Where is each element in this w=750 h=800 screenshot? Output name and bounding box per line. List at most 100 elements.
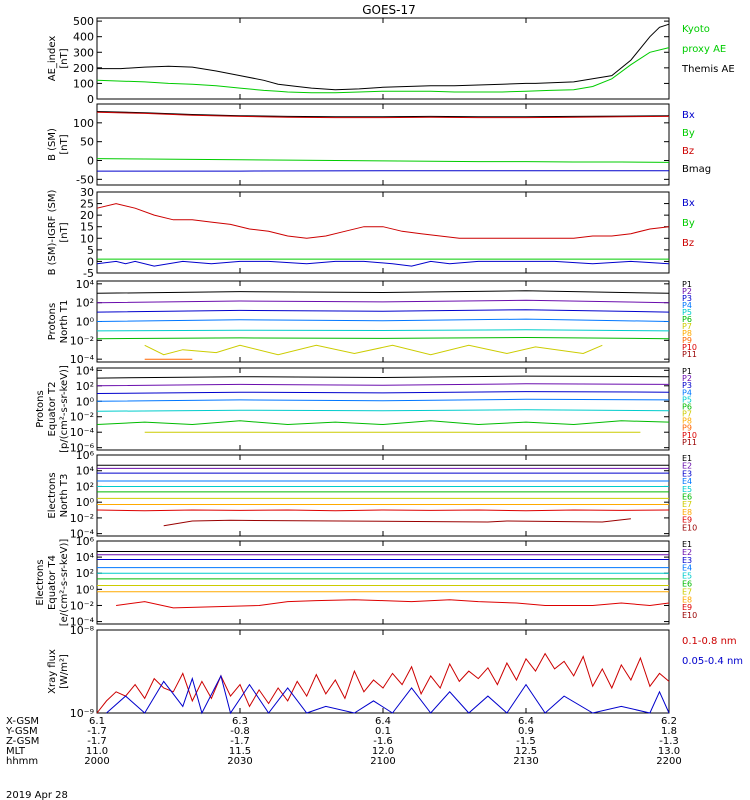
panel-frame [96,367,670,451]
panel-frame [96,629,670,714]
legend-e9: E9 [682,603,692,612]
legend-e5: E5 [682,485,692,494]
x-axis-value: 1.8 [661,726,677,737]
y-tick-label: 10⁶ [76,535,95,548]
panel-frame [96,191,670,274]
y-tick-label: 50 [80,136,94,149]
y-tick-label: 0 [87,155,94,168]
y-axis-label-line: Electrons [47,472,58,518]
legend-bz: Bz [682,146,694,157]
legend-e8: E8 [682,595,692,604]
y-axis-label-line: North T3 [59,474,70,518]
legend-p9: P9 [682,336,692,345]
x-axis-value: -1.3 [659,736,679,747]
x-axis-value: 6.3 [232,716,248,727]
y-axis-label-line: Protons [47,303,58,340]
x-axis-value: 12.0 [372,746,394,757]
legend-p8: P8 [682,417,692,426]
y-axis-label-line: Protons [35,390,46,427]
x-axis-row-label: MLT [6,746,26,757]
series-e9 [116,599,670,609]
series-p4 [96,398,670,402]
legend-kyoto: Kyoto [682,24,710,35]
y-tick-label: 300 [73,46,94,59]
legend-e10: E10 [682,611,697,620]
x-axis-value: 6.4 [518,716,534,727]
y-tick-label: 100 [73,117,94,130]
y-axis-label-line: Equator T4 [47,555,58,610]
y-axis-label: ElectronsNorth T3 [47,472,70,518]
legend-p5: P5 [682,308,692,317]
y-axis-label-line: [e/(cm²-s-sr-keV)] [59,539,70,627]
legend-e7: E7 [682,500,692,509]
y-tick-label: 500 [73,15,94,28]
panel-frame [96,540,670,625]
y-tick-label: 10² [76,297,94,310]
legend-p7: P7 [682,322,692,331]
x-axis-value: 0.9 [518,726,534,737]
x-axis-value: -1.7 [87,736,107,747]
y-tick-label: 10⁰ [76,395,95,408]
y-axis-label-line: North T1 [59,300,70,344]
series-p5 [96,409,670,412]
series-themis-ae [97,23,670,91]
x-axis-value: 12.5 [515,746,537,757]
series-bmag [96,111,670,118]
legend-p11: P11 [682,350,697,359]
legend-p2: P2 [682,374,692,383]
legend-e4: E4 [682,564,692,573]
y-tick-label: 25 [80,198,94,211]
legend-e1: E1 [682,540,692,549]
series-0-1-0-8-nm [96,652,670,714]
legend-p6: P6 [682,315,692,324]
legend-e4: E4 [682,477,692,486]
y-tick-label: 10⁰ [76,583,95,596]
y-tick-label: 10⁻² [70,334,94,347]
y-axis-label-line: [nT] [59,222,70,242]
plot-title: GOES-17 [362,3,416,17]
y-axis-label-line: [p/(cm²-s-sr-keV)] [59,365,70,453]
y-axis-label: ProtonsNorth T1 [47,300,70,344]
series-p3 [96,309,670,313]
x-axis-value: 2030 [227,756,252,767]
y-tick-label: 10⁻⁶ [70,442,95,455]
y-tick-label: 10⁻² [70,512,94,525]
panel-protons-t1: 10⁻⁴ 10⁻² 10⁰ 10² 10⁴ ProtonsNorth T1 P1P2P3P4… [47,278,697,366]
y-axis-label-line: AE_index [47,36,58,82]
legend-bmag: Bmag [682,164,711,175]
legend-themis-ae: Themis AE [681,64,735,75]
legend-e8: E8 [682,508,692,517]
y-tick-label: -5 [83,267,94,280]
series-p2 [96,299,670,304]
y-tick-label: 15 [80,221,94,234]
x-axis-value: 6.4 [375,716,391,727]
y-axis-label: Xray flux[W/m²] [47,649,70,694]
y-tick-label: 10⁴ [76,465,95,478]
y-axis-label-line: [nT] [59,134,70,154]
legend-p1: P1 [682,280,692,289]
legend-bx: Bx [682,198,695,209]
series-by [96,158,670,163]
y-tick-label: 10⁰ [76,316,95,329]
y-axis-label: ProtonsEquator T2[p/(cm²-s-sr-keV)] [35,365,70,453]
y-axis-label: ElectronsEquator T4[e/(cm²-s-sr-keV)] [35,539,70,627]
x-axis-value: 11.0 [86,746,108,757]
y-tick-label: 400 [73,31,94,44]
legend-e1: E1 [682,454,692,463]
y-axis-label-line: [nT] [59,48,70,68]
series-e10 [163,518,631,527]
legend-0-1-0-8-nm: 0.1-0.8 nm [682,636,737,647]
series-p3 [96,391,670,394]
legend-e6: E6 [682,580,692,589]
y-tick-label: 0 [87,93,94,106]
y-tick-label: 10⁴ [76,278,95,291]
legend-bx: Bx [682,110,695,121]
legend-e6: E6 [682,493,692,502]
legend-by: By [682,128,695,139]
y-tick-label: 200 [73,62,94,75]
legend-p8: P8 [682,329,692,338]
y-tick-label: 10⁻² [70,599,94,612]
series-bx [96,260,670,267]
